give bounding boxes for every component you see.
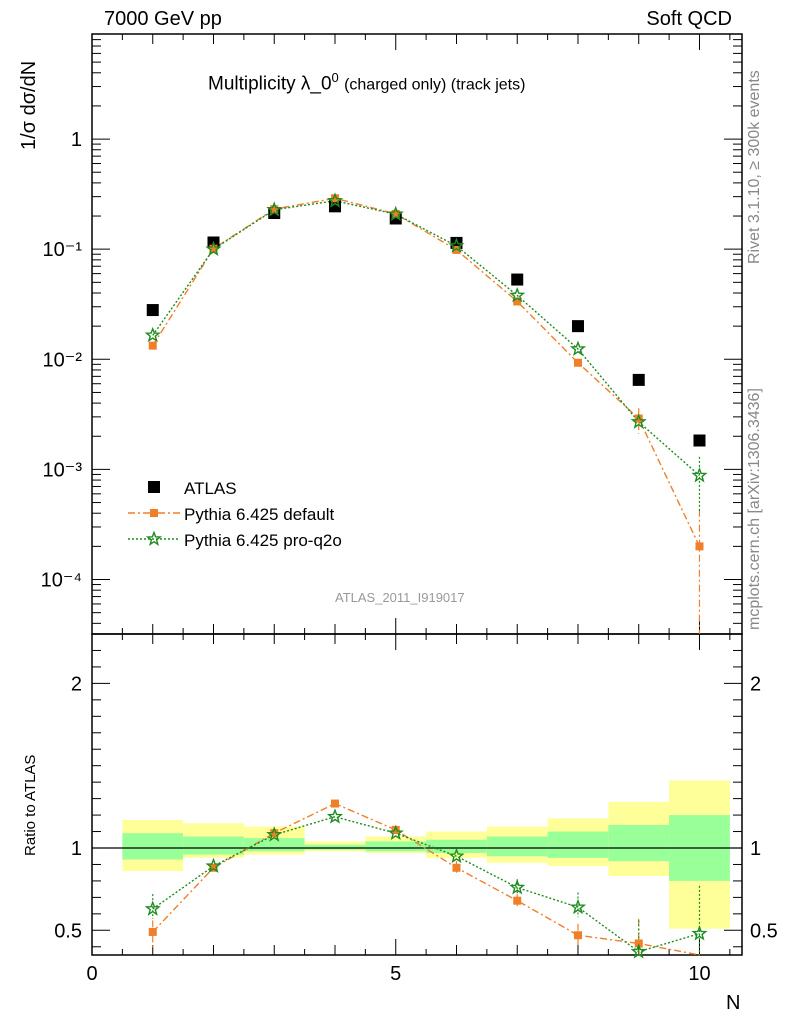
pro-q2o-data-point xyxy=(448,237,465,253)
default-data-point xyxy=(695,542,704,551)
atlas-data-point xyxy=(511,273,524,286)
stat-uncertainty-band xyxy=(608,824,670,862)
legend-pro-q2o-label: Pythia 6.425 pro-q2o xyxy=(184,531,342,550)
stat-uncertainty-band xyxy=(486,836,548,857)
default-ratio-point xyxy=(330,799,339,808)
chart-title: Multiplicity λ_00 (charged only) (track … xyxy=(208,70,526,95)
pro-q2o-data-point xyxy=(569,340,587,356)
default-data-point xyxy=(270,205,279,214)
x-tick-label: 0 xyxy=(86,963,97,985)
source-side-label: mcplots.cern.ch [arXiv:1306.3436] xyxy=(746,388,763,630)
x-axis-label: N xyxy=(726,992,741,1014)
stat-uncertainty-band xyxy=(426,839,487,853)
pro-q2o-data-point xyxy=(205,240,222,257)
atlas-data-point xyxy=(571,320,584,333)
pro-q2o-ratio-point xyxy=(509,878,526,895)
atlas-data-point xyxy=(693,434,706,447)
y-tick-label: 10⁻³ xyxy=(43,459,83,481)
stat-uncertainty-band xyxy=(183,836,244,855)
pro-q2o-data-point xyxy=(630,413,647,429)
default-data-point xyxy=(634,414,643,423)
pro-q2o-series-line xyxy=(152,200,700,477)
pro-q2o-ratio-point xyxy=(387,824,404,841)
legend-default-label: Pythia 6.425 default xyxy=(184,505,335,524)
y-tick-label: 1 xyxy=(71,129,82,151)
rivet-side-label: Rivet 3.1.10, ≥ 300k events xyxy=(746,70,763,264)
default-data-point xyxy=(452,245,461,254)
default-data-point xyxy=(513,297,522,306)
atlas-data-point xyxy=(146,304,159,317)
ratio-y-tick-label: 1 xyxy=(71,838,82,860)
ratio-y-tick-label-right: 0.5 xyxy=(750,920,778,942)
watermark-label: ATLAS_2011_I919017 xyxy=(335,590,465,605)
pro-q2o-data-point xyxy=(326,192,344,208)
pro-q2o-ratio-point xyxy=(205,857,222,874)
default-ratio-point xyxy=(452,863,461,872)
default-ratio-point xyxy=(209,863,218,872)
pro-q2o-ratio-point xyxy=(326,808,344,824)
atlas-data-point xyxy=(632,373,645,386)
default-ratio-point xyxy=(148,927,157,936)
legend-atlas-label: ATLAS xyxy=(184,479,237,498)
default-data-point xyxy=(209,244,218,253)
default-data-point xyxy=(573,358,582,367)
pro-q2o-data-point xyxy=(144,326,161,343)
pro-q2o-ratio-point xyxy=(448,847,465,864)
stat-uncertainty-band xyxy=(243,838,305,852)
pro-q2o-data-point xyxy=(387,205,404,222)
stat-uncertainty-band xyxy=(365,841,427,852)
pro-q2o-ratio-point xyxy=(569,898,587,915)
stat-uncertainty-band xyxy=(122,833,184,860)
pro-q2o-ratio-point xyxy=(144,900,161,916)
y-tick-label: 10⁻² xyxy=(43,349,83,371)
pro-q2o-ratio-line xyxy=(152,815,700,953)
legend-atlas-marker xyxy=(148,481,160,493)
bottom-plot-frame xyxy=(91,633,743,956)
ratio-y-tick-label-right: 1 xyxy=(750,838,761,860)
default-ratio-point xyxy=(513,896,522,905)
header-left-label: 7000 GeV pp xyxy=(104,8,222,30)
default-ratio-point xyxy=(270,829,279,838)
default-data-point xyxy=(330,194,339,203)
legend-pro-q2o-marker xyxy=(145,530,163,546)
x-tick-label: 5 xyxy=(390,963,401,985)
pro-q2o-ratio-point xyxy=(630,943,647,959)
default-data-point xyxy=(391,209,400,218)
pro-q2o-ratio-point xyxy=(266,826,283,842)
ratio-y-tick-label: 2 xyxy=(71,673,82,695)
ratio-y-tick-label: 0.5 xyxy=(54,920,82,942)
pro-q2o-data-point xyxy=(691,466,708,483)
default-data-point xyxy=(148,341,157,350)
legend-default-marker xyxy=(150,509,158,517)
header-right-label: Soft QCD xyxy=(646,8,732,30)
y-tick-label: 10⁻⁴ xyxy=(41,570,82,592)
pro-q2o-data-point xyxy=(509,287,526,303)
stat-uncertainty-band xyxy=(304,844,366,850)
x-tick-label: 10 xyxy=(688,963,710,985)
bottom-ylabel: Ratio to ATLAS xyxy=(22,754,39,856)
default-ratio-point xyxy=(573,931,582,940)
pro-q2o-ratio-point xyxy=(691,925,708,941)
y-tick-label: 10⁻¹ xyxy=(43,239,83,261)
top-ylabel: 1/σ dσ/dN xyxy=(18,60,40,150)
default-ratio-point xyxy=(391,825,400,834)
pro-q2o-data-point xyxy=(266,201,283,217)
ratio-y-tick-label-right: 2 xyxy=(750,673,761,695)
stat-uncertainty-band xyxy=(547,831,609,858)
